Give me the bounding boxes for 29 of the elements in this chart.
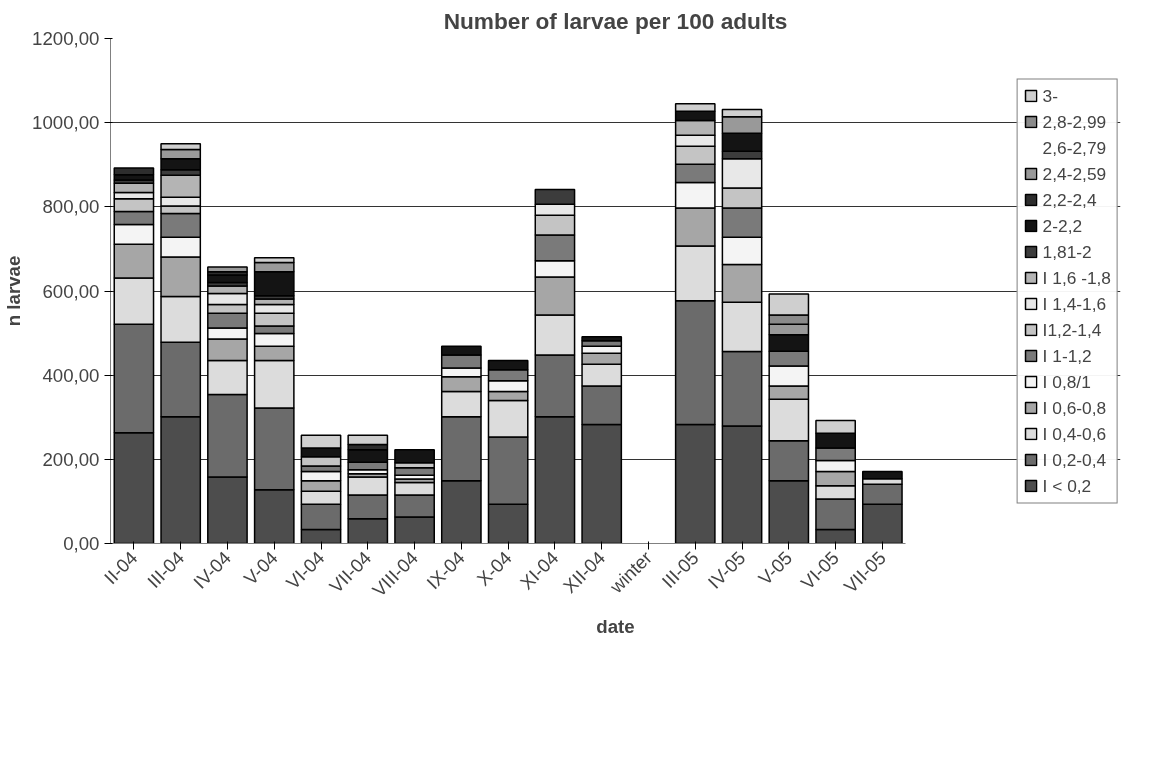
legend-label: 2,6-2,79 xyxy=(1042,137,1107,158)
y-axis-title: n larvae xyxy=(3,255,25,327)
y-tick-label: 1000,00 xyxy=(32,112,100,134)
y-tick-label: 800,00 xyxy=(42,196,100,218)
y-tick-label: 1200,00 xyxy=(32,28,100,49)
legend-label: I1,2-1,4 xyxy=(1042,319,1102,340)
legend-label: I 0,2-0,4 xyxy=(1042,449,1107,470)
legend-label: 1,81-2 xyxy=(1042,241,1092,262)
legend-label: I < 0,2 xyxy=(1042,475,1092,496)
legend-label: 3- xyxy=(1042,85,1060,106)
bar xyxy=(207,266,248,273)
legend-label: 2-2,2 xyxy=(1042,215,1083,236)
chart-title: Number of larvae per 100 adults xyxy=(443,7,788,34)
legend-label: I 1,4-1,6 xyxy=(1042,293,1107,314)
legend-label: 2,4-2,59 xyxy=(1042,163,1107,184)
legend-label: I 0,8/1 xyxy=(1042,371,1091,392)
y-tick-label: 600,00 xyxy=(42,280,100,302)
x-tick-label: V-04 xyxy=(239,547,282,590)
bar xyxy=(347,434,389,446)
y-tick-label: 0,00 xyxy=(63,533,100,554)
x-axis-title: date xyxy=(596,616,635,638)
legend-label: I 1,6 -1,8 xyxy=(1042,267,1111,288)
legend-label: I 1-1,2 xyxy=(1042,345,1092,366)
legend-label: I 0,4-0,6 xyxy=(1042,423,1107,444)
y-tick-label: 400,00 xyxy=(42,364,100,386)
legend-label: 2,8-2,99 xyxy=(1042,111,1107,132)
y-tick-label: 200,00 xyxy=(42,448,100,470)
legend-label: 2,2-2,4 xyxy=(1042,189,1097,210)
legend-label: I 0,6-0,8 xyxy=(1042,397,1107,418)
